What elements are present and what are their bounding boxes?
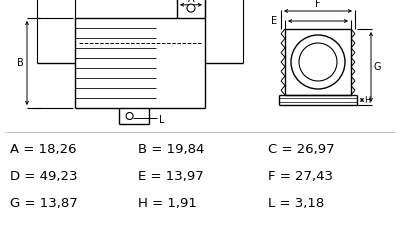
Text: A = 18,26: A = 18,26: [10, 143, 76, 156]
Text: D = 49,23: D = 49,23: [10, 170, 78, 183]
Text: B = 19,84: B = 19,84: [138, 143, 204, 156]
Text: F: F: [315, 0, 321, 9]
Text: G: G: [374, 62, 382, 72]
Text: L: L: [159, 115, 165, 125]
Text: H: H: [364, 96, 370, 105]
Text: B: B: [17, 58, 24, 68]
Text: F = 27,43: F = 27,43: [268, 170, 333, 183]
Text: E = 13,97: E = 13,97: [138, 170, 204, 183]
Text: C = 26,97: C = 26,97: [268, 143, 335, 156]
Text: G = 13,87: G = 13,87: [10, 197, 78, 210]
Circle shape: [291, 35, 345, 89]
Text: L = 3,18: L = 3,18: [268, 197, 324, 210]
Circle shape: [187, 4, 195, 12]
Text: H = 1,91: H = 1,91: [138, 197, 197, 210]
Text: A: A: [188, 0, 194, 4]
Text: E: E: [271, 16, 277, 26]
Circle shape: [126, 113, 133, 120]
